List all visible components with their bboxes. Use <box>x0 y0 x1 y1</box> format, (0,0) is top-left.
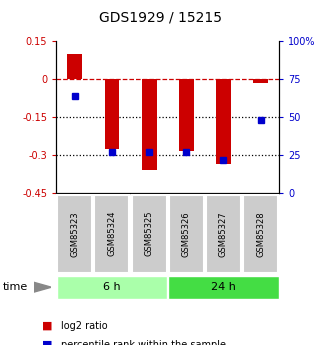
Text: GSM85325: GSM85325 <box>145 211 154 256</box>
Bar <box>105 79 119 149</box>
Bar <box>243 195 278 273</box>
Polygon shape <box>34 282 51 292</box>
Text: 6 h: 6 h <box>103 282 121 292</box>
Text: time: time <box>3 282 29 292</box>
Bar <box>168 276 279 299</box>
Bar <box>142 79 157 170</box>
Bar <box>94 195 129 273</box>
Text: GSM85324: GSM85324 <box>108 211 117 256</box>
Bar <box>67 54 82 79</box>
Text: ■: ■ <box>42 321 52 331</box>
Bar <box>56 276 167 299</box>
Text: log2 ratio: log2 ratio <box>61 321 108 331</box>
Text: GSM85326: GSM85326 <box>182 211 191 257</box>
Bar <box>216 79 231 164</box>
Bar <box>57 195 92 273</box>
Bar <box>179 79 194 151</box>
Bar <box>169 195 204 273</box>
Bar <box>132 195 167 273</box>
Text: percentile rank within the sample: percentile rank within the sample <box>61 340 226 345</box>
Text: 24 h: 24 h <box>211 282 236 292</box>
Text: GSM85323: GSM85323 <box>70 211 79 257</box>
Text: GSM85328: GSM85328 <box>256 211 265 257</box>
Text: GDS1929 / 15215: GDS1929 / 15215 <box>99 10 222 24</box>
Bar <box>253 79 268 83</box>
Text: GSM85327: GSM85327 <box>219 211 228 257</box>
Bar <box>206 195 241 273</box>
Text: ■: ■ <box>42 340 52 345</box>
